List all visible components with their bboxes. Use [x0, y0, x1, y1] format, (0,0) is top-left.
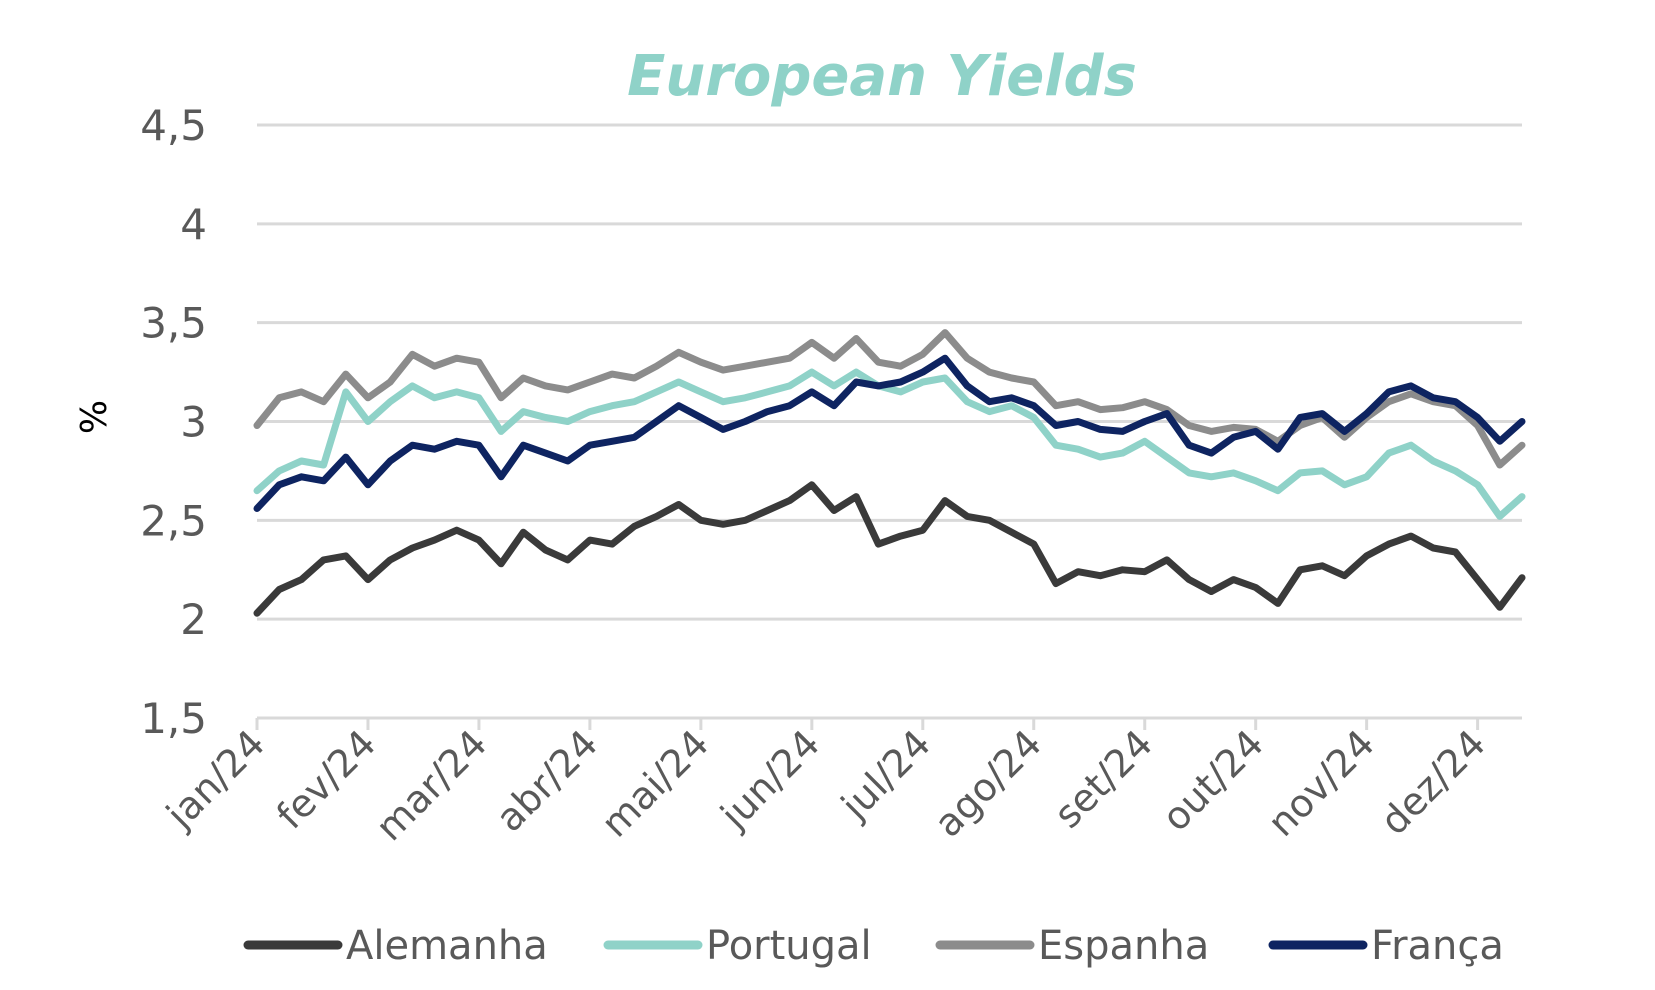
series-lines: [253, 329, 1526, 617]
x-tick-label: dez/24: [1372, 721, 1494, 843]
y-axis-label: %: [74, 400, 115, 434]
legend-label: Portugal: [706, 923, 872, 969]
x-tick-label: fev/24: [268, 721, 384, 837]
y-tick-label: 3: [180, 398, 207, 447]
legend-label: França: [1371, 923, 1504, 969]
series-line-alemanha: [253, 481, 1526, 617]
chart-title: European Yields: [627, 44, 1137, 109]
legend-label: Espanha: [1038, 923, 1209, 969]
series-line-portugal: [253, 368, 1526, 520]
y-tick-label: 3,5: [140, 299, 207, 348]
legend-label: Alemanha: [346, 923, 548, 969]
series-line-espanha: [253, 329, 1526, 469]
legend: Alemanha Portugal Espanha França: [243, 923, 1504, 969]
x-tick-label: mar/24: [367, 721, 495, 849]
x-tick-label: jul/24: [832, 721, 939, 828]
series-line-frança: [253, 354, 1526, 512]
y-tick-label: 1,5: [140, 694, 207, 743]
x-tick-label: set/24: [1046, 721, 1161, 836]
x-tick-label: ago/24: [926, 721, 1050, 845]
x-axis: [255, 716, 1522, 730]
y-tick-label: 4,5: [140, 101, 207, 150]
x-tick-label: abr/24: [487, 721, 606, 840]
y-tick-label: 2: [180, 595, 207, 644]
gridlines: [257, 123, 1522, 621]
x-tick-label: jun/24: [712, 721, 829, 838]
y-axis-ticks: 1,5 2 2,5 3 3,5 4 4,5: [140, 101, 207, 743]
y-tick-label: 4: [180, 200, 207, 249]
x-tick-label: mai/24: [593, 721, 717, 845]
x-tick-label: out/24: [1154, 721, 1272, 839]
y-tick-label: 2,5: [140, 496, 207, 545]
x-tick-label: nov/24: [1259, 721, 1383, 845]
